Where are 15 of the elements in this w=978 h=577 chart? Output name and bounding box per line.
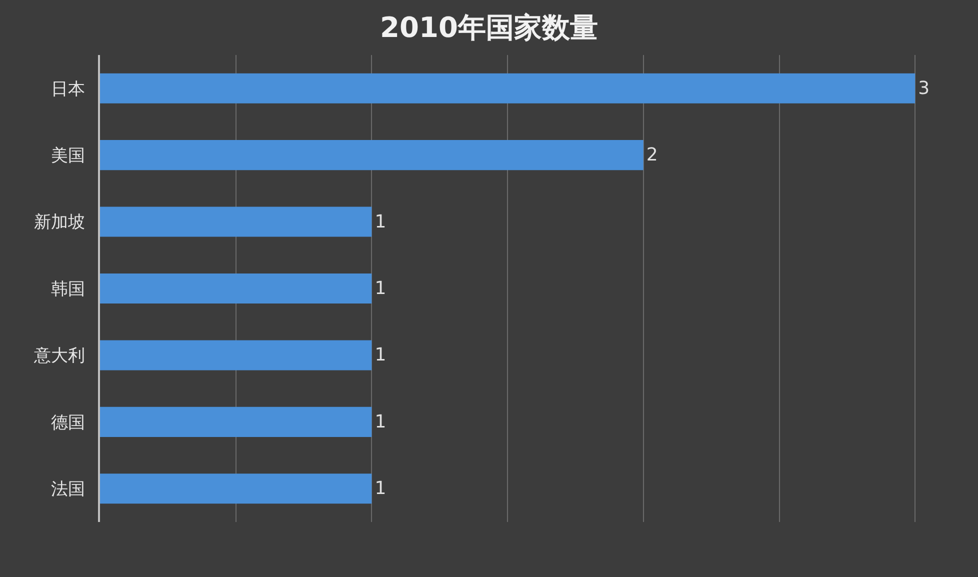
data-label: 1 xyxy=(374,411,386,432)
y-tick-label: 美国 xyxy=(50,146,85,166)
data-label: 3 xyxy=(918,78,930,99)
y-tick-label: 意大利 xyxy=(32,346,85,366)
data-label: 1 xyxy=(374,344,386,366)
data-label: 2 xyxy=(646,144,658,166)
y-tick-label: 韩国 xyxy=(50,279,85,300)
data-label: 1 xyxy=(374,478,386,500)
y-tick-label: 新加坡 xyxy=(34,212,85,233)
data-label: 1 xyxy=(374,211,386,232)
y-tick-label: 德国 xyxy=(50,412,85,433)
y-tick-label: 法国 xyxy=(50,480,85,500)
chart-title: 2010年国家数量 xyxy=(380,10,598,44)
data-label: 1 xyxy=(374,278,386,299)
y-tick-label: 日本 xyxy=(50,79,85,100)
